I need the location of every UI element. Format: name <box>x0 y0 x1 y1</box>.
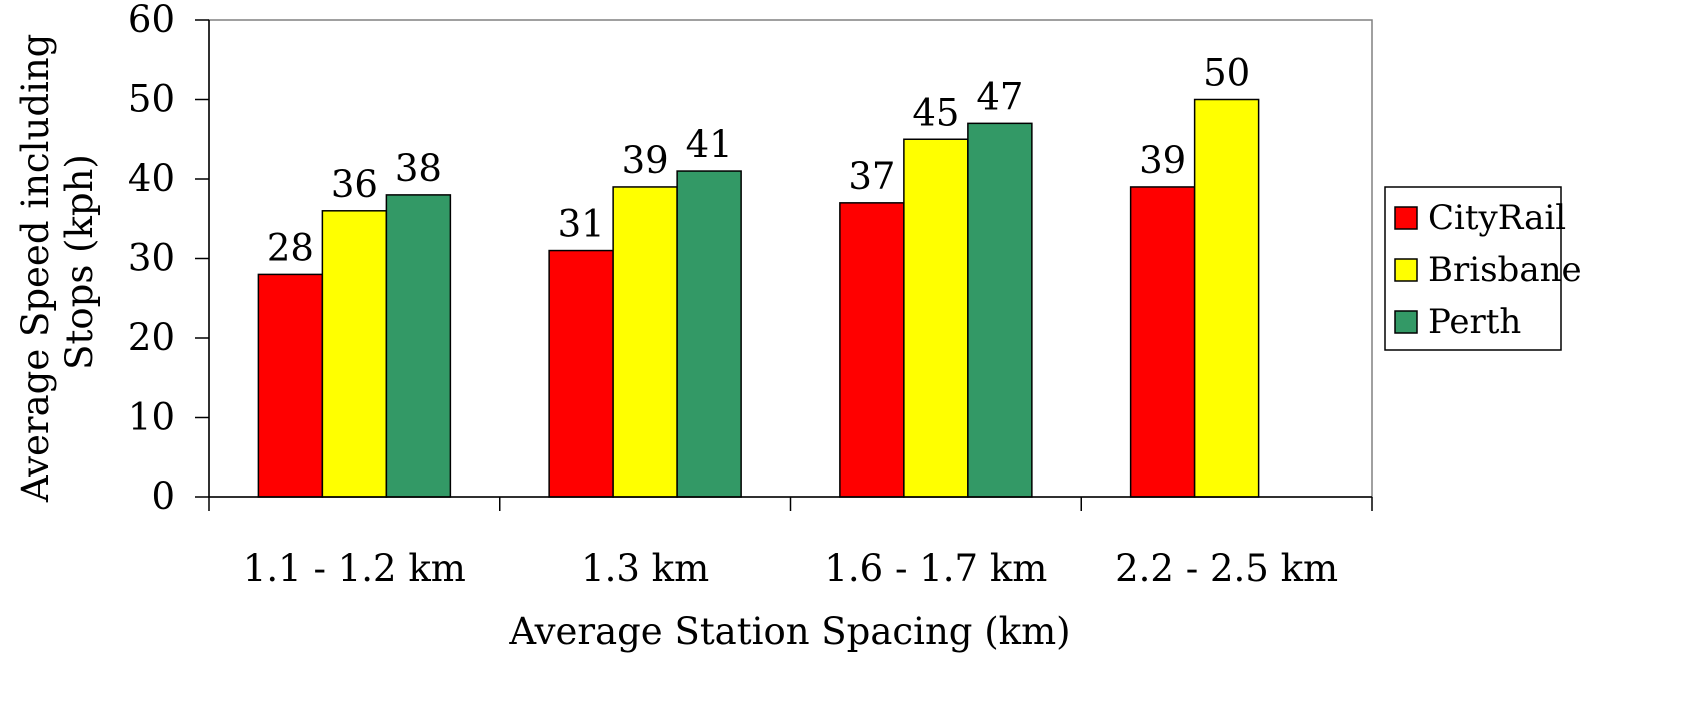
data-label-cityrail: 37 <box>848 155 895 198</box>
bar-cityrail <box>839 202 905 498</box>
bar-perth <box>676 170 742 498</box>
x-tick-label: 1.3 km <box>581 547 709 590</box>
legend-items: CityRail Brisbane Perth <box>1394 198 1582 342</box>
x-tick-label: 2.2 - 2.5 km <box>1115 547 1338 590</box>
x-tick-label: 1.6 - 1.7 km <box>824 547 1047 590</box>
x-axis-title: Average Station Spacing (km) <box>508 610 1070 653</box>
y-tick-label: 30 <box>128 237 175 280</box>
bar-cityrail <box>1129 186 1196 498</box>
y-tick-label: 10 <box>128 396 175 439</box>
bar-perth <box>967 122 1033 498</box>
legend-swatch-cityrail <box>1394 206 1418 230</box>
bar-brisbane <box>612 186 678 498</box>
data-label-brisbane: 36 <box>331 163 378 206</box>
y-axis-title-line-1: Average Speed including <box>14 34 57 503</box>
legend-label-brisbane: Brisbane <box>1428 250 1582 290</box>
data-label-brisbane: 50 <box>1203 52 1250 95</box>
y-tick-label: 50 <box>128 78 175 121</box>
x-tick-label: 1.1 - 1.2 km <box>243 547 466 590</box>
x-axis-ticks: 1.1 - 1.2 km 1.3 km 1.6 - 1.7 km 2.2 - 2.5 … <box>208 497 1373 590</box>
bar-brisbane <box>903 138 969 498</box>
data-label-cityrail: 31 <box>558 203 605 246</box>
legend: CityRail Brisbane Perth <box>1384 186 1582 351</box>
y-axis-title-line-2: Stops (kph) <box>58 154 101 370</box>
y-tick-label: 40 <box>128 157 175 200</box>
bar-perth <box>385 194 452 498</box>
legend-label-cityrail: CityRail <box>1428 198 1566 238</box>
y-tick-label: 20 <box>128 316 175 359</box>
data-label-cityrail: 39 <box>1139 139 1186 182</box>
legend-swatch-perth <box>1394 310 1418 334</box>
bar-brisbane <box>321 210 388 498</box>
data-label-perth: 47 <box>976 75 1023 118</box>
data-label-brisbane: 45 <box>912 91 959 134</box>
bar-cityrail <box>257 273 324 498</box>
data-labels-group: 28 36 38 31 39 41 37 45 47 39 50 <box>267 52 1250 270</box>
data-label-perth: 41 <box>686 123 733 166</box>
legend-swatch-brisbane <box>1394 258 1418 282</box>
y-axis-title: Average Speed including Stops (kph) <box>14 22 101 503</box>
data-label-perth: 38 <box>395 147 442 190</box>
bar-brisbane <box>1193 98 1260 498</box>
y-tick-label: 0 <box>151 475 175 518</box>
bars-group <box>257 98 1260 498</box>
data-label-cityrail: 28 <box>267 226 314 269</box>
y-axis-ticks: 0 10 20 30 40 50 60 <box>128 0 209 518</box>
y-tick-label: 60 <box>128 0 175 41</box>
data-label-brisbane: 39 <box>622 139 669 182</box>
legend-label-perth: Perth <box>1428 302 1521 342</box>
bar-cityrail <box>548 249 614 498</box>
